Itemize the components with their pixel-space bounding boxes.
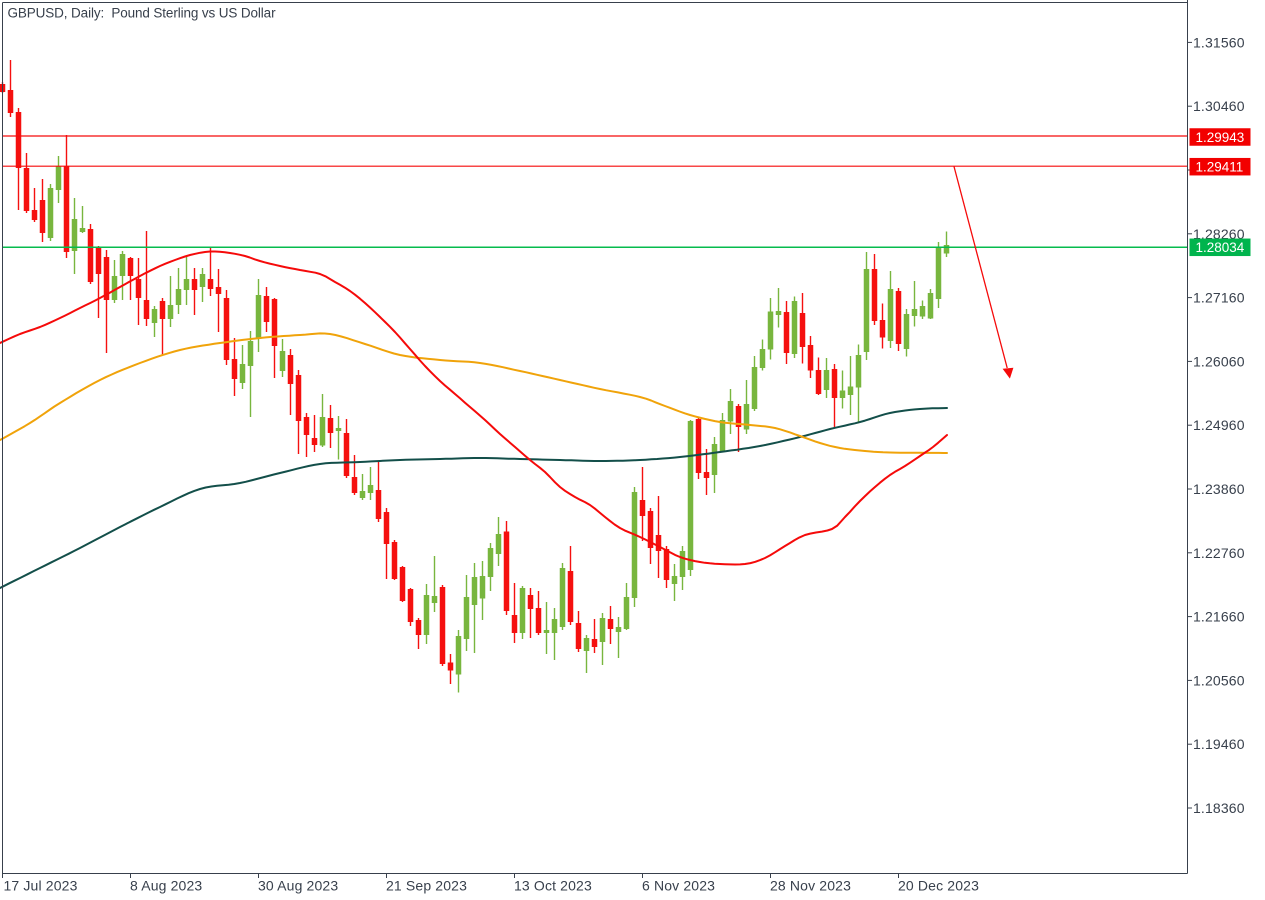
svg-text:30 Aug 2023: 30 Aug 2023 bbox=[258, 878, 338, 894]
svg-text:13 Oct 2023: 13 Oct 2023 bbox=[514, 878, 592, 894]
svg-text:1.30460: 1.30460 bbox=[1193, 98, 1245, 114]
svg-text:1.28034: 1.28034 bbox=[1196, 240, 1245, 255]
svg-text:1.24960: 1.24960 bbox=[1193, 417, 1245, 433]
svg-text:17 Jul 2023: 17 Jul 2023 bbox=[4, 878, 78, 894]
svg-text:1.27160: 1.27160 bbox=[1193, 290, 1245, 306]
svg-text:6 Nov 2023: 6 Nov 2023 bbox=[642, 878, 715, 894]
svg-text:1.21660: 1.21660 bbox=[1193, 609, 1245, 625]
svg-text:28 Nov 2023: 28 Nov 2023 bbox=[770, 878, 851, 894]
svg-text:1.23860: 1.23860 bbox=[1193, 481, 1245, 497]
svg-text:1.31560: 1.31560 bbox=[1193, 34, 1245, 50]
svg-text:8 Aug 2023: 8 Aug 2023 bbox=[130, 878, 202, 894]
svg-text:1.26060: 1.26060 bbox=[1193, 353, 1245, 369]
svg-text:GBPUSD, Daily: Pound Sterling: GBPUSD, Daily: Pound Sterling vs US Doll… bbox=[8, 6, 277, 21]
svg-text:1.20560: 1.20560 bbox=[1193, 672, 1245, 688]
svg-text:1.19460: 1.19460 bbox=[1193, 736, 1245, 752]
svg-text:1.29411: 1.29411 bbox=[1196, 160, 1244, 175]
svg-text:1.28260: 1.28260 bbox=[1193, 226, 1245, 242]
svg-text:1.22760: 1.22760 bbox=[1193, 545, 1245, 561]
svg-text:20 Dec 2023: 20 Dec 2023 bbox=[898, 878, 979, 894]
svg-text:1.29943: 1.29943 bbox=[1196, 130, 1245, 145]
svg-text:1.18360: 1.18360 bbox=[1193, 800, 1245, 816]
svg-text:21 Sep 2023: 21 Sep 2023 bbox=[386, 878, 467, 894]
